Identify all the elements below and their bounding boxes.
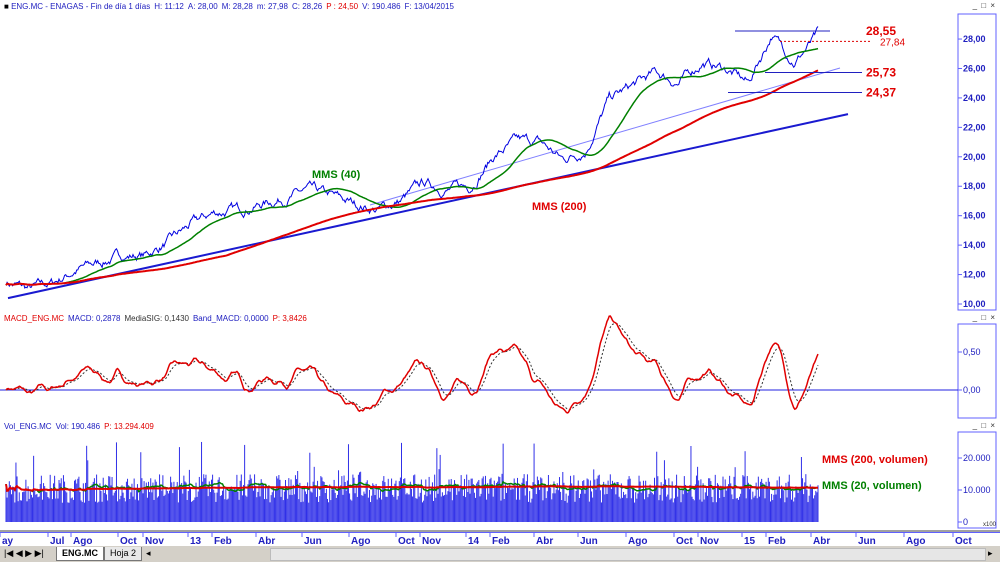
x-tick-label: Jun [304, 536, 322, 546]
x-tick-label: Ago [73, 536, 92, 546]
macd-y-axis [957, 323, 997, 419]
x-tick-label: Abr [813, 536, 830, 546]
window-controls[interactable]: _ □ × [972, 1, 996, 10]
volume-mms20-label: MMS (20, volumen) [822, 480, 922, 492]
x-tick-label: 13 [190, 536, 202, 546]
mms40-label: MMS (40) [312, 169, 361, 181]
tab-eng-mc[interactable]: ENG.MC [56, 547, 104, 561]
macd-line [5, 315, 819, 414]
tab-nav-buttons[interactable]: |◀ ◀ ▶ ▶| [4, 548, 44, 558]
x-tick-label: Ago [628, 536, 647, 546]
y-tick-label: 12,00 [963, 270, 986, 280]
tab-hoja-2[interactable]: Hoja 2 [104, 547, 143, 561]
support-trendline [7, 113, 849, 300]
y-tick-label: 16,00 [963, 211, 986, 221]
price-line [5, 26, 819, 289]
x-axis: ay Jul Ago Oct Nov 13 Feb Abr Jun Ago Oct Nov 14 Feb A… [0, 532, 1000, 546]
mms200-line [5, 69, 819, 286]
x-tick-label: Feb [492, 536, 510, 546]
x-tick-label: Nov [422, 536, 441, 546]
y-tick-label: 10.000 [963, 485, 991, 495]
x-tick-label: Feb [768, 536, 786, 546]
mms40-line [5, 47, 819, 286]
price-panel: 28,00 26,00 24,00 22,00 20,00 18,00 16,00 14,00… [0, 0, 1000, 314]
horizontal-scrollbar[interactable] [270, 548, 986, 561]
price-y-axis [957, 13, 997, 311]
x-tick-label: Jun [858, 536, 876, 546]
mms200-label: MMS (200) [532, 201, 587, 213]
x-tick-label: Oct [398, 536, 415, 546]
window-controls[interactable]: _ □ × [972, 421, 996, 430]
volume-chart: 20.000 10.000 0 x100 MMS (200, volumen) MMS (… [5, 431, 997, 529]
x-tick-label: Oct [676, 536, 693, 546]
x-tick-label: Feb [214, 536, 232, 546]
x-tick-label: ay [2, 536, 14, 546]
scroll-right-button[interactable]: ▸ [988, 548, 993, 558]
x-tick-label: Oct [955, 536, 972, 546]
volume-panel: 20.000 10.000 0 x100 MMS (200, volumen) MMS (… [0, 420, 1000, 532]
volume-mms200-line [5, 483, 818, 492]
volume-multiplier: x100 [983, 522, 997, 528]
scroll-left-button[interactable]: ◂ [146, 548, 151, 558]
secondary-trendline [369, 67, 841, 206]
y-tick-label: 24,00 [963, 93, 986, 103]
x-tick-label: Nov [700, 536, 719, 546]
x-tick-label: 15 [744, 536, 756, 546]
y-tick-label: 0,50 [963, 347, 981, 357]
y-tick-label: 18,00 [963, 181, 986, 191]
level-label: 28,55 [866, 24, 896, 38]
window-controls[interactable]: _ □ × [972, 313, 996, 322]
y-tick-label: 10,00 [963, 299, 986, 309]
x-tick-label: Ago [906, 536, 925, 546]
macd-chart: 0,50 0,00 [0, 315, 997, 419]
price-header: ■ ENG.MC - ENAGAS - Fin de día 1 días H: … [4, 2, 454, 11]
y-tick-label: 0 [963, 517, 968, 527]
macd-header: MACD_ENG.MC MACD: 0,2878 MediaSIG: 0,1430 B… [4, 314, 307, 323]
y-tick-label: 26,00 [963, 63, 986, 73]
y-tick-label: 20.000 [963, 453, 991, 463]
x-tick-label: Abr [536, 536, 553, 546]
macd-signal-line [5, 322, 819, 411]
y-tick-label: 14,00 [963, 240, 986, 250]
x-tick-label: Ago [351, 536, 370, 546]
volume-y-axis [957, 431, 997, 529]
y-tick-label: 28,00 [963, 34, 986, 44]
level-label: 25,73 [866, 65, 896, 79]
price-chart: 28,00 26,00 24,00 22,00 20,00 18,00 16,00 14,00… [5, 13, 997, 311]
volume-mms200-label: MMS (200, volumen) [822, 454, 928, 466]
y-tick-label: 0,00 [963, 385, 981, 395]
x-tick-label: Nov [145, 536, 164, 546]
x-tick-label: 14 [468, 536, 480, 546]
y-tick-label: 22,00 [963, 122, 986, 132]
x-tick-label: Oct [120, 536, 137, 546]
volume-header: Vol_ENG.MC Vol: 190.486 P: 13.294.409 [4, 422, 154, 431]
macd-panel: 0,50 0,00 MACD_ENG.MC MACD: 0,2878 MediaSIG… [0, 312, 1000, 422]
level-label: 27,84 [880, 37, 905, 48]
x-tick-label: Jun [580, 536, 598, 546]
x-tick-label: Jul [50, 536, 65, 546]
level-label: 24,37 [866, 85, 896, 99]
y-tick-label: 20,00 [963, 152, 986, 162]
x-tick-label: Abr [258, 536, 275, 546]
sheet-tabs: |◀ ◀ ▶ ▶| ENG.MC Hoja 2 ◂ ▸ [0, 546, 1000, 562]
